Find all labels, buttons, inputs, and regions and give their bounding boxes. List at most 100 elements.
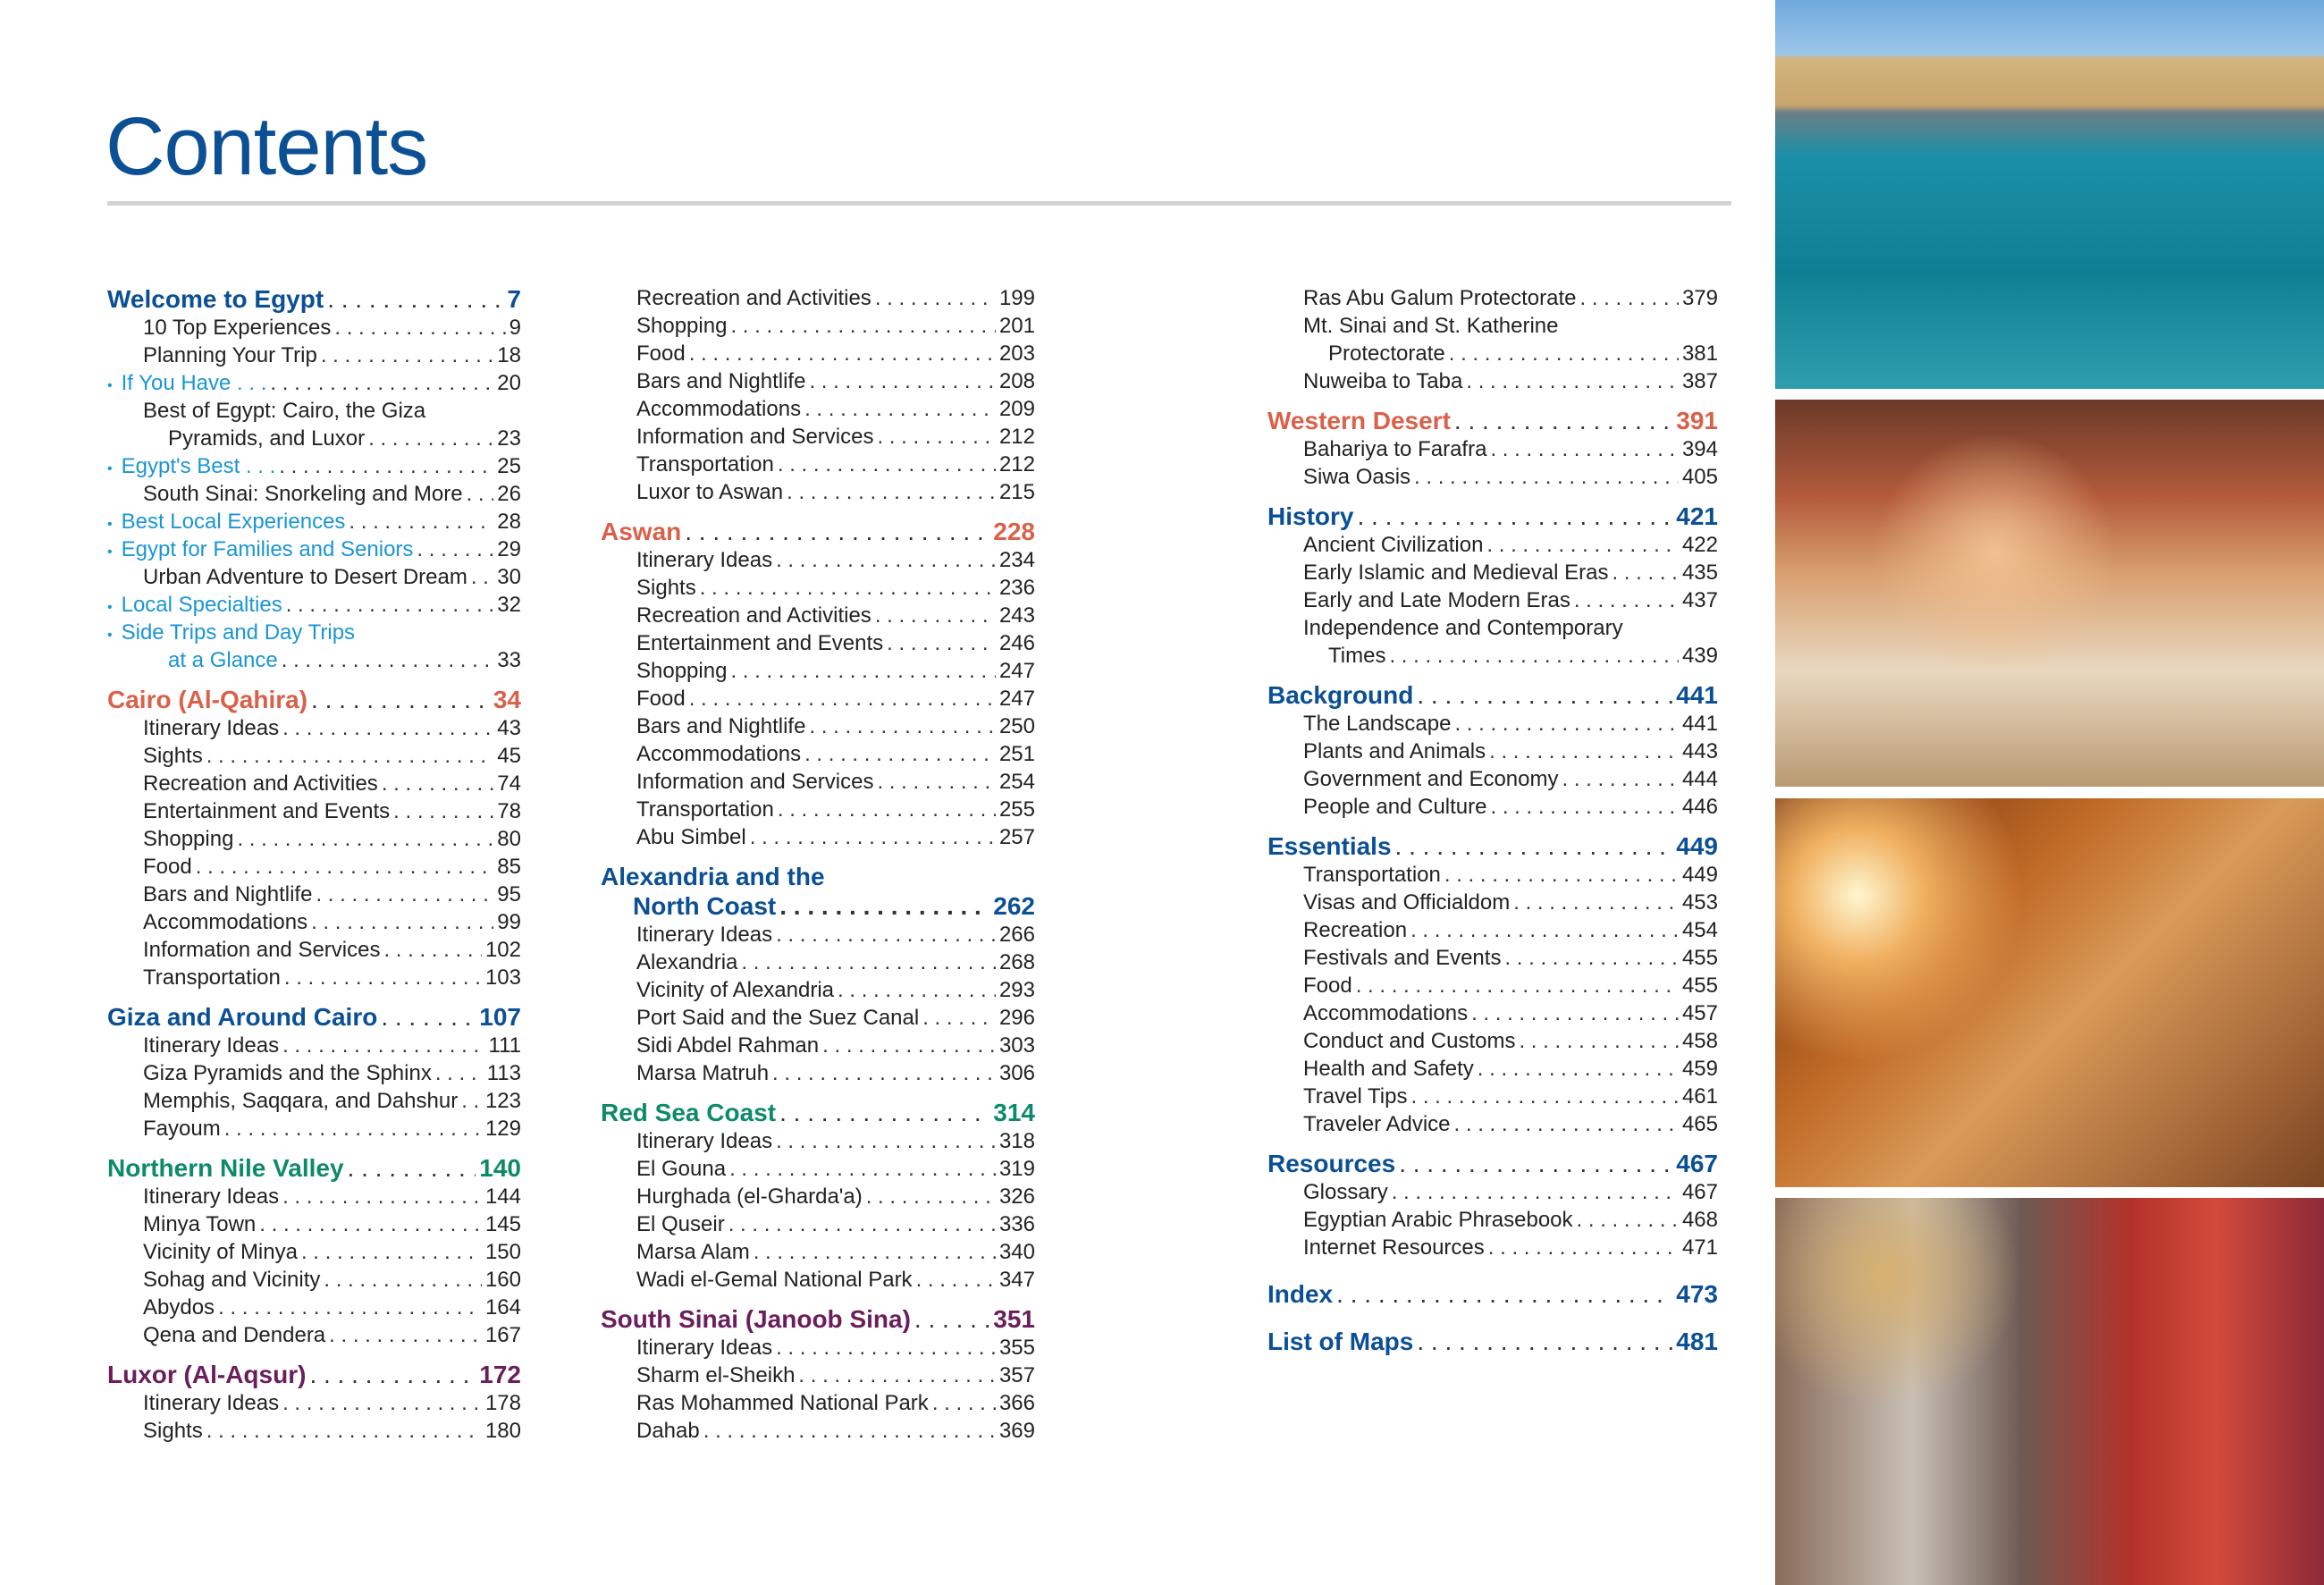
toc-entry[interactable]: Accommodations 251 bbox=[601, 740, 1035, 768]
toc-entry[interactable]: 10 Top Experiences 9 bbox=[107, 314, 521, 341]
toc-entry[interactable]: Itinerary Ideas 111 bbox=[107, 1032, 521, 1059]
toc-entry[interactable]: Nuweiba to Taba 387 bbox=[1267, 367, 1718, 395]
toc-entry[interactable]: Itinerary Ideas 318 bbox=[601, 1127, 1035, 1155]
toc-entry[interactable]: Shopping 80 bbox=[107, 825, 521, 853]
toc-entry[interactable]: Transportation 103 bbox=[107, 964, 521, 991]
toc-entry[interactable]: Food 203 bbox=[601, 340, 1035, 367]
toc-entry[interactable]: Ras Mohammed National Park 366 bbox=[601, 1389, 1035, 1417]
toc-entry[interactable]: Luxor to Aswan 215 bbox=[601, 478, 1035, 506]
toc-entry[interactable]: Vicinity of Alexandria 293 bbox=[601, 976, 1035, 1004]
toc-entry[interactable]: Early and Late Modern Eras 437 bbox=[1267, 586, 1718, 614]
toc-entry[interactable]: Port Said and the Suez Canal 296 bbox=[601, 1004, 1035, 1032]
toc-entry[interactable]: Itinerary Ideas 144 bbox=[107, 1183, 521, 1210]
toc-entry[interactable]: People and Culture 446 bbox=[1267, 793, 1718, 821]
toc-entry[interactable]: Sights 45 bbox=[107, 742, 521, 770]
toc-entry[interactable]: Sohag and Vicinity 160 bbox=[107, 1266, 521, 1294]
toc-entry[interactable]: Bars and Nightlife 95 bbox=[107, 881, 521, 908]
toc-entry[interactable]: • Egypt's Best . . . 25 bbox=[107, 452, 521, 480]
toc-section-heading[interactable]: Alexandria and the bbox=[601, 862, 1035, 891]
toc-section-heading[interactable]: Giza and Around Cairo 107 bbox=[107, 1002, 521, 1032]
toc-entry[interactable]: Recreation and Activities 74 bbox=[107, 770, 521, 797]
toc-entry[interactable]: Itinerary Ideas 234 bbox=[601, 546, 1035, 574]
toc-entry[interactable]: South Sinai: Snorkeling and More 26 bbox=[107, 480, 521, 508]
toc-entry[interactable]: Times 439 bbox=[1267, 642, 1718, 670]
toc-entry[interactable]: Vicinity of Minya 150 bbox=[107, 1238, 521, 1266]
toc-entry[interactable]: The Landscape 441 bbox=[1267, 710, 1718, 738]
toc-section-heading[interactable]: Red Sea Coast 314 bbox=[601, 1098, 1035, 1127]
toc-entry[interactable]: • Egypt for Families and Seniors 29 bbox=[107, 535, 521, 563]
toc-entry[interactable]: Plants and Animals 443 bbox=[1267, 738, 1718, 765]
toc-entry[interactable]: Ras Abu Galum Protectorate 379 bbox=[1267, 284, 1718, 312]
toc-entry[interactable]: El Quseir 336 bbox=[601, 1210, 1035, 1238]
toc-section-heading[interactable]: South Sinai (Janoob Sina) 351 bbox=[601, 1304, 1035, 1334]
toc-entry[interactable]: Food 455 bbox=[1267, 972, 1718, 999]
toc-entry[interactable]: Giza Pyramids and the Sphinx 113 bbox=[107, 1059, 521, 1087]
toc-entry[interactable]: Siwa Oasis 405 bbox=[1267, 463, 1718, 491]
toc-entry[interactable]: Sidi Abdel Rahman 303 bbox=[601, 1032, 1035, 1059]
toc-entry[interactable]: Qena and Dendera 167 bbox=[107, 1321, 521, 1349]
toc-entry[interactable]: Transportation 255 bbox=[601, 796, 1035, 823]
toc-entry[interactable]: at a Glance 33 bbox=[107, 646, 521, 674]
toc-entry[interactable]: Mt. Sinai and St. Katherine bbox=[1267, 312, 1718, 340]
toc-entry[interactable]: Abydos 164 bbox=[107, 1294, 521, 1321]
toc-section-heading[interactable]: Background 441 bbox=[1267, 680, 1718, 710]
toc-entry[interactable]: Festivals and Events 455 bbox=[1267, 944, 1718, 972]
toc-entry[interactable]: Independence and Contemporary bbox=[1267, 614, 1718, 642]
toc-entry[interactable]: Planning Your Trip 18 bbox=[107, 341, 521, 369]
toc-entry[interactable]: Wadi el-Gemal National Park 347 bbox=[601, 1266, 1035, 1294]
toc-entry[interactable]: Pyramids, and Luxor 23 bbox=[107, 425, 521, 452]
toc-entry[interactable]: Recreation and Activities 243 bbox=[601, 602, 1035, 629]
toc-entry[interactable]: Hurghada (el-Gharda'a) 326 bbox=[601, 1183, 1035, 1210]
toc-section-heading[interactable]: Cairo (Al-Qahira) 34 bbox=[107, 685, 521, 714]
toc-entry[interactable]: • If You Have . . . 20 bbox=[107, 369, 521, 397]
toc-entry[interactable]: Itinerary Ideas 178 bbox=[107, 1389, 521, 1417]
toc-entry[interactable]: Transportation 212 bbox=[601, 451, 1035, 478]
toc-entry[interactable]: Health and Safety 459 bbox=[1267, 1055, 1718, 1083]
toc-section-heading[interactable]: Western Desert 391 bbox=[1267, 406, 1718, 435]
toc-section-heading[interactable]: Aswan 228 bbox=[601, 517, 1035, 546]
toc-entry[interactable]: Egyptian Arabic Phrasebook 468 bbox=[1267, 1206, 1718, 1234]
toc-entry[interactable]: Accommodations 457 bbox=[1267, 999, 1718, 1027]
toc-entry[interactable]: Transportation 449 bbox=[1267, 861, 1718, 889]
toc-entry[interactable]: Sharm el-Sheikh 357 bbox=[601, 1362, 1035, 1389]
toc-entry[interactable]: Marsa Alam 340 bbox=[601, 1238, 1035, 1266]
toc-entry[interactable]: Food 247 bbox=[601, 685, 1035, 712]
toc-section-heading[interactable]: List of Maps 481 bbox=[1267, 1327, 1718, 1356]
toc-entry[interactable]: • Best Local Experiences 28 bbox=[107, 508, 521, 535]
toc-entry[interactable]: Government and Economy 444 bbox=[1267, 765, 1718, 793]
toc-section-heading[interactable]: North Coast 262 bbox=[601, 891, 1035, 921]
toc-entry[interactable]: Ancient Civilization 422 bbox=[1267, 531, 1718, 559]
toc-entry[interactable]: Best of Egypt: Cairo, the Giza bbox=[107, 397, 521, 425]
toc-entry[interactable]: Itinerary Ideas 355 bbox=[601, 1334, 1035, 1362]
toc-entry[interactable]: Memphis, Saqqara, and Dahshur 123 bbox=[107, 1087, 521, 1115]
toc-entry[interactable]: Itinerary Ideas 266 bbox=[601, 921, 1035, 948]
toc-entry[interactable]: Information and Services 212 bbox=[601, 423, 1035, 451]
toc-entry[interactable]: Internet Resources 471 bbox=[1267, 1234, 1718, 1261]
toc-entry[interactable]: Recreation 454 bbox=[1267, 916, 1718, 944]
toc-section-heading[interactable]: Index 473 bbox=[1267, 1279, 1718, 1309]
toc-entry[interactable]: Information and Services 102 bbox=[107, 936, 521, 964]
toc-entry[interactable]: Urban Adventure to Desert Dream 30 bbox=[107, 563, 521, 591]
toc-entry[interactable]: Travel Tips 461 bbox=[1267, 1083, 1718, 1110]
toc-entry[interactable]: Itinerary Ideas 43 bbox=[107, 714, 521, 742]
toc-entry[interactable]: Marsa Matruh 306 bbox=[601, 1059, 1035, 1087]
toc-section-heading[interactable]: Resources 467 bbox=[1267, 1149, 1718, 1178]
toc-section-heading[interactable]: History 421 bbox=[1267, 502, 1718, 531]
toc-entry[interactable]: Abu Simbel 257 bbox=[601, 823, 1035, 851]
toc-entry[interactable]: Traveler Advice 465 bbox=[1267, 1110, 1718, 1138]
toc-entry[interactable]: Bars and Nightlife 208 bbox=[601, 367, 1035, 395]
toc-entry[interactable]: Glossary 467 bbox=[1267, 1178, 1718, 1206]
toc-entry[interactable]: Recreation and Activities 199 bbox=[601, 284, 1035, 312]
toc-entry[interactable]: Minya Town 145 bbox=[107, 1210, 521, 1238]
toc-entry[interactable]: Fayoum 129 bbox=[107, 1115, 521, 1142]
toc-section-heading[interactable]: Northern Nile Valley 140 bbox=[107, 1153, 521, 1183]
toc-entry[interactable]: Entertainment and Events 246 bbox=[601, 629, 1035, 657]
toc-entry[interactable]: Visas and Officialdom 453 bbox=[1267, 889, 1718, 916]
toc-entry[interactable]: Information and Services 254 bbox=[601, 768, 1035, 796]
toc-entry[interactable]: Shopping 247 bbox=[601, 657, 1035, 685]
toc-entry[interactable]: Entertainment and Events 78 bbox=[107, 797, 521, 825]
toc-entry[interactable]: Bahariya to Farafra 394 bbox=[1267, 435, 1718, 463]
toc-section-heading[interactable]: Essentials 449 bbox=[1267, 831, 1718, 861]
toc-entry[interactable]: Sights 180 bbox=[107, 1417, 521, 1445]
toc-entry[interactable]: Shopping 201 bbox=[601, 312, 1035, 340]
